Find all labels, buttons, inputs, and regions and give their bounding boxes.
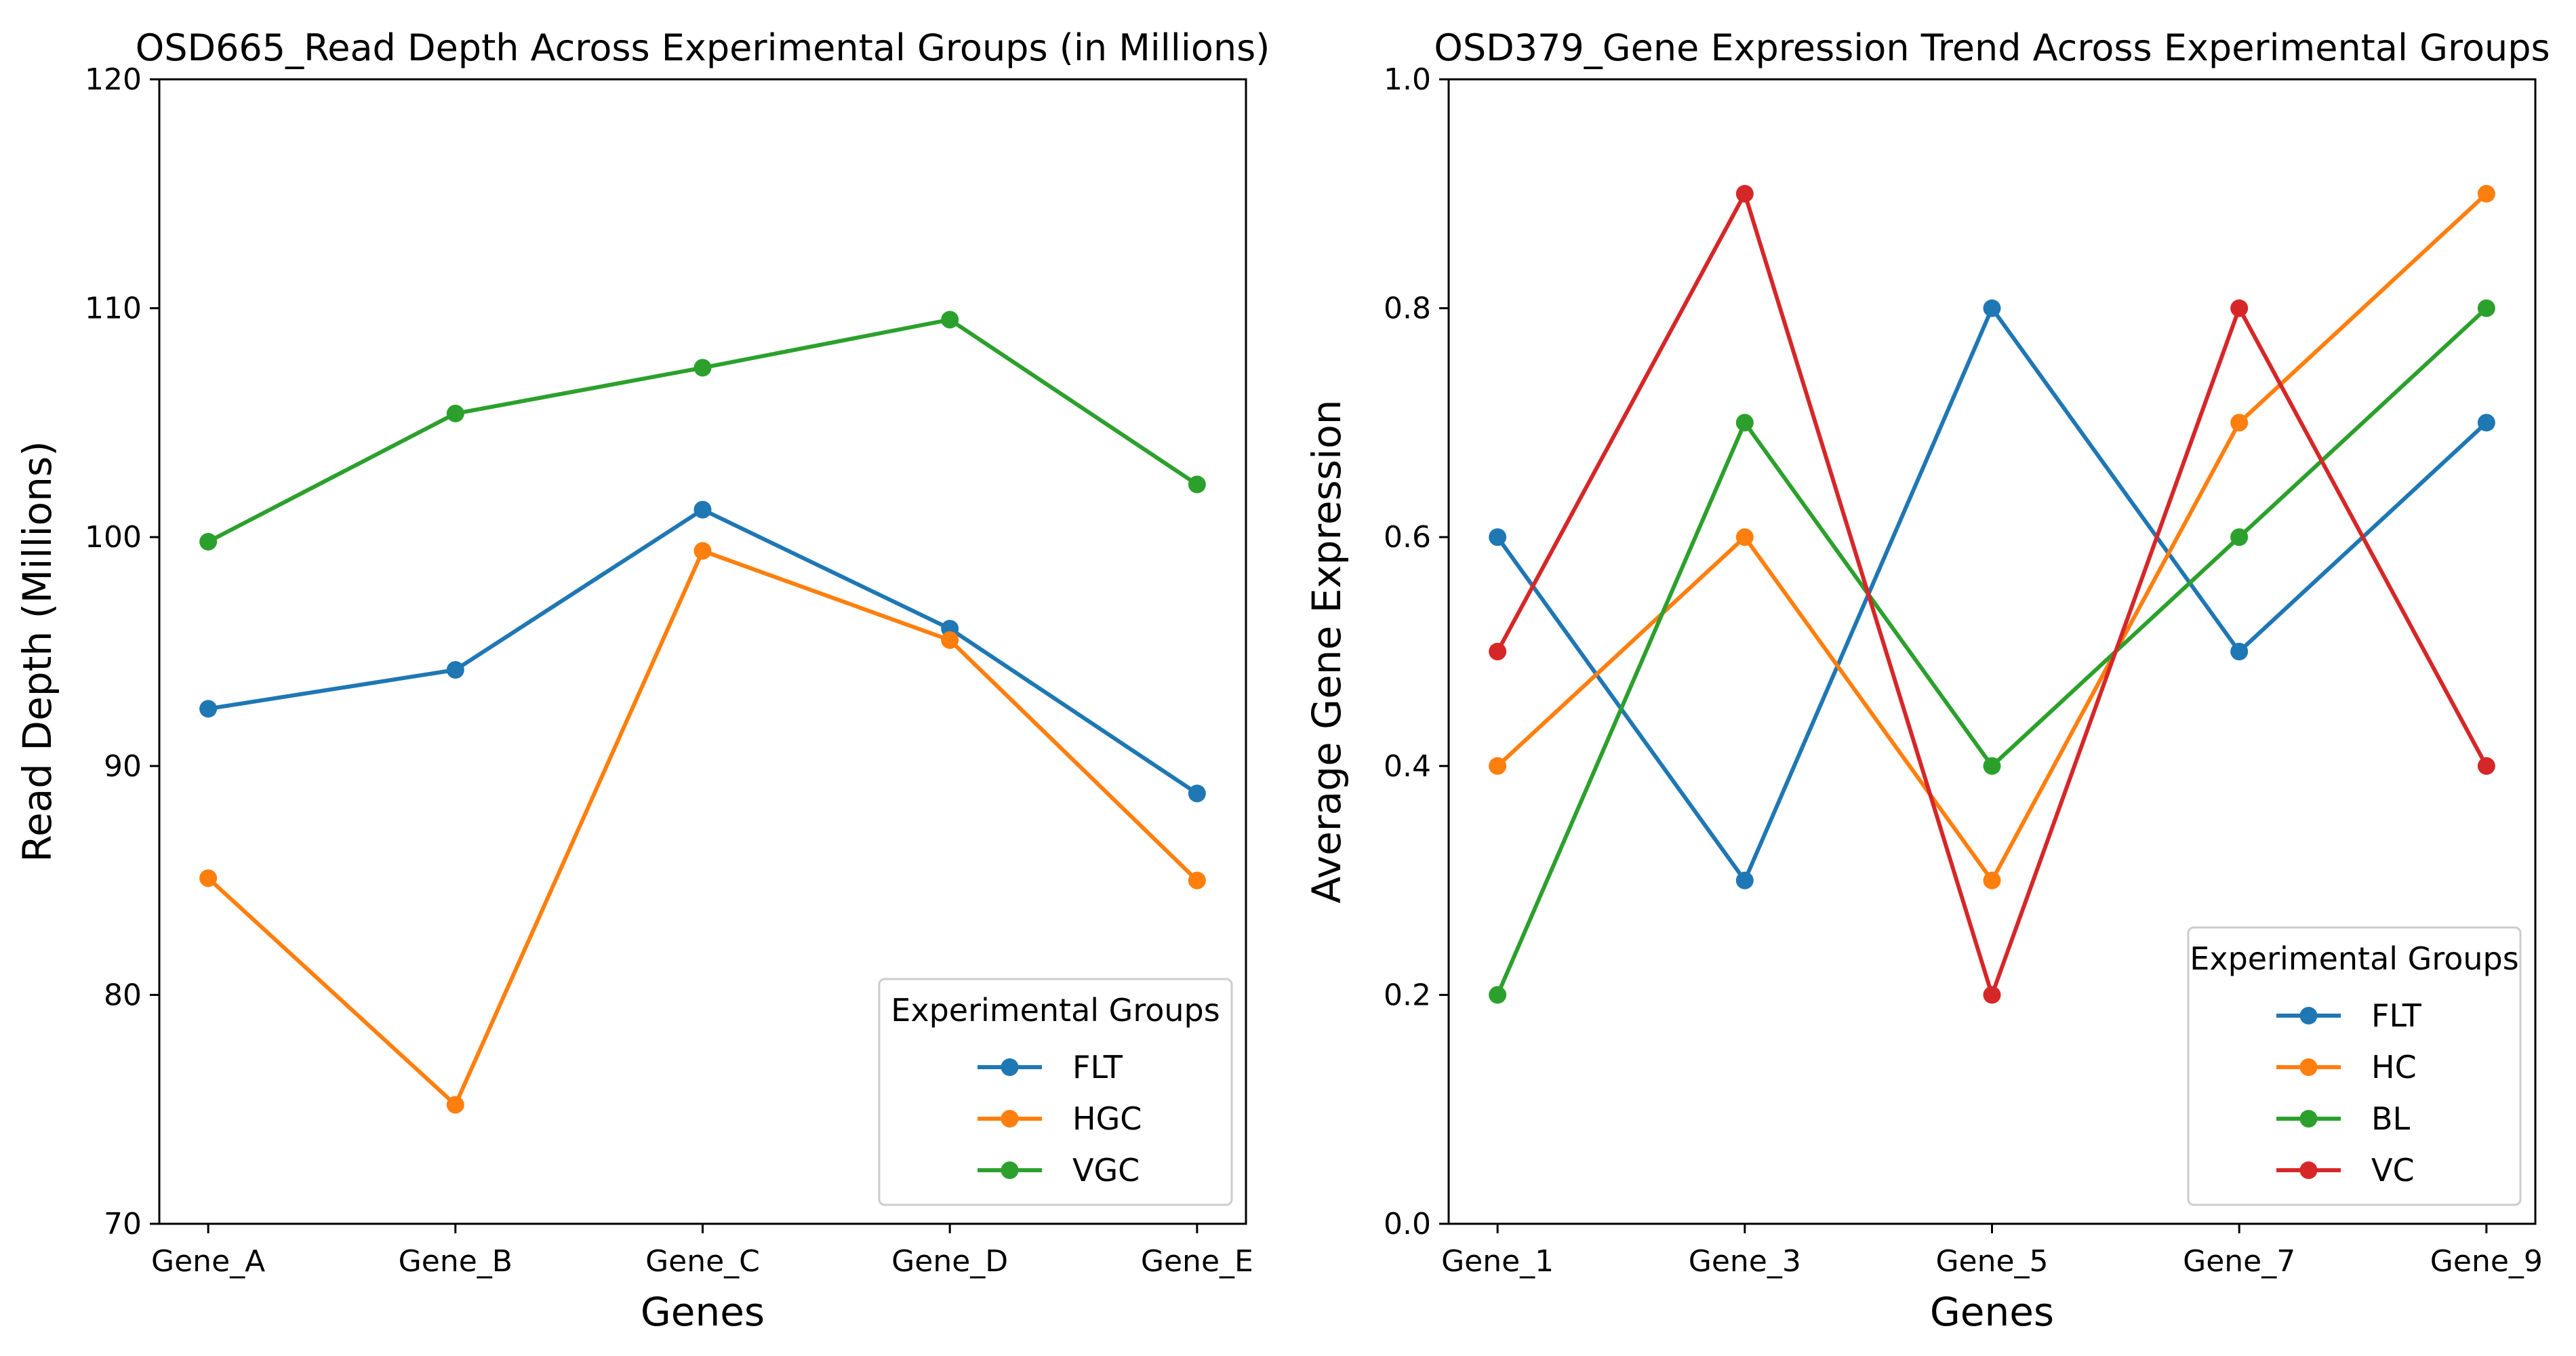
legend-swatch-marker-vc (2299, 1161, 2318, 1179)
data-point-bl (2230, 528, 2249, 546)
data-point-flt (2477, 414, 2495, 432)
x-tick-label: Gene_E (1141, 1244, 1253, 1279)
y-tick-label: 1.0 (1384, 62, 1431, 97)
y-tick-label: 0.4 (1384, 749, 1431, 784)
legend-label-vc: VC (2371, 1152, 2415, 1189)
y-axis-label: Read Depth (Millions) (14, 441, 60, 862)
data-point-flt (1735, 871, 1754, 890)
x-axis-label: Genes (641, 1289, 765, 1335)
legend-swatch-marker-hc (2299, 1058, 2318, 1076)
data-point-vc (2477, 757, 2495, 775)
chart-title: OSD379_Gene Expression Trend Across Expe… (1434, 26, 2550, 69)
data-point-hc (2477, 184, 2495, 203)
legend-title: Experimental Groups (2190, 940, 2518, 977)
data-point-vc (2230, 299, 2249, 317)
data-point-bl (2477, 299, 2495, 317)
data-point-hc (2230, 414, 2249, 432)
data-point-hc (1983, 871, 2001, 890)
legend-swatch-marker-flt (2299, 1007, 2318, 1024)
y-tick-label: 80 (104, 978, 142, 1012)
x-tick-label: Gene_B (399, 1244, 512, 1279)
y-tick-label: 70 (104, 1207, 142, 1241)
data-point-vc (1983, 986, 2001, 1004)
y-tick-label: 100 (85, 520, 142, 555)
y-tick-label: 0.2 (1384, 978, 1431, 1012)
data-point-flt (2230, 643, 2249, 660)
data-point-bl (1735, 414, 1754, 432)
legend-label-flt: FLT (1072, 1049, 1123, 1085)
legend-label-hc: HC (2371, 1049, 2417, 1085)
y-axis-label: Average Gene Expression (1304, 400, 1350, 904)
y-tick-label: 0.0 (1384, 1207, 1431, 1241)
data-point-vgc (1188, 475, 1206, 494)
y-tick-label: 110 (85, 292, 142, 326)
data-point-vgc (941, 311, 959, 329)
legend-label-bl: BL (2371, 1100, 2411, 1137)
chart-title: OSD665_Read Depth Across Experimental Gr… (136, 26, 1270, 69)
data-point-vgc (199, 532, 218, 551)
data-point-vc (1735, 184, 1754, 203)
y-tick-label: 0.6 (1384, 520, 1431, 555)
data-point-hgc (941, 631, 959, 650)
data-point-flt (199, 700, 218, 718)
x-tick-label: Gene_1 (1441, 1244, 1554, 1279)
legend-swatch-marker-flt (1001, 1058, 1019, 1076)
legend-box (878, 978, 1233, 1206)
y-tick-label: 90 (104, 749, 142, 784)
data-point-hc (1489, 757, 1507, 775)
data-point-flt (693, 500, 712, 519)
x-tick-label: Gene_7 (2183, 1244, 2295, 1279)
data-point-vc (1489, 643, 1507, 660)
x-tick-label: Gene_A (151, 1244, 265, 1279)
data-point-flt (446, 661, 464, 679)
data-point-flt (1188, 784, 1206, 803)
legend-label-flt: FLT (2371, 997, 2422, 1034)
data-point-flt (1983, 299, 2001, 317)
y-tick-label: 120 (85, 62, 142, 97)
legend-swatch-marker-vgc (1001, 1161, 1019, 1179)
legend-label-vgc: VGC (1072, 1152, 1140, 1189)
legend-box (2187, 926, 2522, 1206)
x-tick-label: Gene_3 (1689, 1244, 1801, 1279)
legend-label-hgc: HGC (1072, 1100, 1142, 1137)
x-tick-label: Gene_9 (2430, 1244, 2543, 1279)
legend-swatch-marker-hgc (1001, 1110, 1019, 1128)
data-point-vgc (446, 404, 464, 422)
x-tick-label: Gene_C (645, 1244, 760, 1279)
x-tick-label: Gene_D (891, 1244, 1008, 1279)
y-tick-label: 0.8 (1384, 292, 1431, 326)
legend-swatch-marker-bl (2299, 1110, 2318, 1128)
x-axis-label: Genes (1930, 1289, 2054, 1335)
data-point-hgc (446, 1096, 464, 1114)
data-point-hc (1735, 528, 1754, 546)
data-point-hgc (693, 542, 712, 560)
chart-panel-left: OSD665_Read Depth Across Experimental Gr… (14, 26, 1270, 1335)
data-point-hgc (199, 869, 218, 888)
chart-panel-right: OSD379_Gene Expression Trend Across Expe… (1304, 26, 2550, 1335)
data-point-vgc (693, 359, 712, 377)
x-tick-label: Gene_5 (1935, 1244, 2048, 1279)
data-point-hgc (1188, 871, 1206, 890)
data-point-bl (1983, 757, 2001, 775)
legend-title: Experimental Groups (891, 992, 1220, 1029)
data-point-bl (1489, 986, 1507, 1004)
data-point-flt (1489, 528, 1507, 546)
